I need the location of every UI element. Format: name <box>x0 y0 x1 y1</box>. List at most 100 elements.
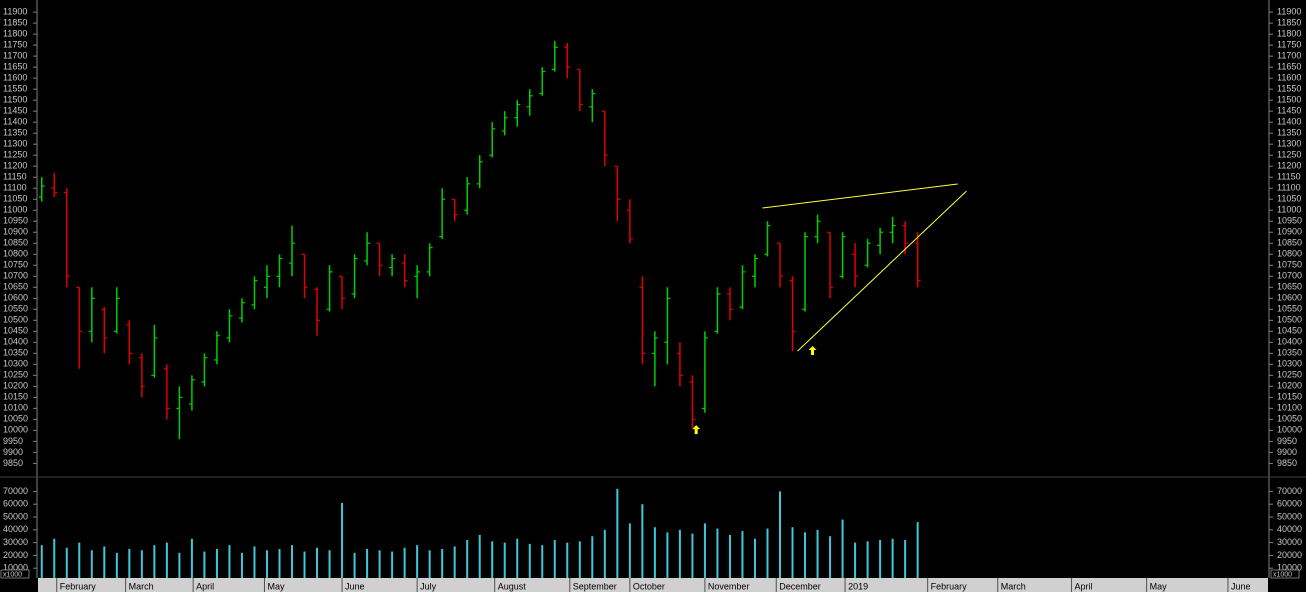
y-tick-label-right: 9900 <box>1277 447 1297 457</box>
volume-bar <box>115 552 118 581</box>
y-tick-label: 10850 <box>3 238 28 248</box>
volume-bar <box>779 491 782 581</box>
y-tick-label-right: 10050 <box>1277 414 1302 424</box>
y-tick-label-right: 11450 <box>1277 106 1301 116</box>
volume-bar <box>516 538 519 581</box>
volume-bar <box>240 552 243 581</box>
x-tick-label: May <box>1150 581 1168 591</box>
y-tick-label: 60000 <box>3 499 28 509</box>
y-tick-label-right: 11050 <box>1277 194 1301 204</box>
y-tick-label: 10200 <box>3 381 28 391</box>
y-tick-label: 11450 <box>3 106 27 116</box>
y-tick-label: 10700 <box>3 271 28 281</box>
volume-bar <box>428 550 431 581</box>
y-tick-label-right: 10750 <box>1277 260 1302 270</box>
volume-bar <box>866 541 869 581</box>
y-tick-label: 9900 <box>3 447 23 457</box>
y-tick-label: 10250 <box>3 370 28 380</box>
y-tick-label-right: 10900 <box>1277 227 1302 237</box>
volume-bar <box>904 540 907 581</box>
volume-bar <box>53 538 56 581</box>
x-tick-label: December <box>779 581 821 591</box>
y-tick-label: 11900 <box>3 6 27 16</box>
volume-bar <box>503 542 506 581</box>
volume-bar <box>228 545 231 581</box>
y-tick-label-right: 10850 <box>1277 238 1302 248</box>
y-tick-label: 30000 <box>3 537 28 547</box>
y-tick-label-right: 10450 <box>1277 326 1302 336</box>
y-tick-label: 10100 <box>3 403 28 413</box>
x-tick-label: April <box>1075 581 1093 591</box>
y-tick-label-right: 30000 <box>1277 537 1302 547</box>
y-tick-label-right: 11400 <box>1277 117 1301 127</box>
volume-bar <box>491 541 494 581</box>
x-tick-label: June <box>1231 581 1251 591</box>
y-tick-label: 11550 <box>3 84 27 94</box>
y-tick-label-right: 11250 <box>1277 150 1301 160</box>
volume-bar <box>453 546 456 581</box>
y-tick-label: 10950 <box>3 216 28 226</box>
x-tick-label: February <box>60 581 97 591</box>
volume-bar <box>641 504 644 581</box>
volume-bar <box>278 549 281 581</box>
volume-bar <box>578 541 581 581</box>
y-tick-label-right: 11550 <box>1277 84 1301 94</box>
y-tick-label: 10000 <box>3 425 28 435</box>
arrow-marker <box>808 346 817 356</box>
y-tick-label-right: 11200 <box>1277 161 1301 171</box>
x-tick-label: August <box>498 581 527 591</box>
y-tick-label-right: 11500 <box>1277 95 1301 105</box>
x-tick-label: March <box>129 581 154 591</box>
y-tick-label-right: 10800 <box>1277 249 1302 259</box>
y-tick-label: 50000 <box>3 511 28 521</box>
volume-bar <box>553 540 556 581</box>
y-tick-label: 11000 <box>3 205 27 215</box>
volume-bar <box>816 529 819 581</box>
y-tick-label: 10800 <box>3 249 28 259</box>
y-tick-label-right: 20000 <box>1277 550 1302 560</box>
x-tick-label: March <box>1001 581 1026 591</box>
y-tick-label: 10550 <box>3 304 28 314</box>
volume-unit-label: x1000 <box>1273 571 1292 578</box>
volume-bar <box>391 551 394 581</box>
x-tick-label: May <box>267 581 285 591</box>
volume-bar <box>528 543 531 581</box>
volume-bar <box>666 532 669 581</box>
volume-bar <box>804 532 807 581</box>
y-tick-label-right: 10500 <box>1277 315 1302 325</box>
volume-bar <box>841 519 844 581</box>
volume-bar <box>791 527 794 581</box>
volume-bar <box>603 529 606 581</box>
y-tick-label: 10900 <box>3 227 28 237</box>
y-tick-label-right: 11100 <box>1277 183 1301 193</box>
volume-bar <box>879 540 882 581</box>
y-tick-label-right: 10400 <box>1277 337 1302 347</box>
y-tick-label-right: 10000 <box>1277 563 1302 573</box>
y-tick-label: 40000 <box>3 524 28 534</box>
y-tick-label: 10450 <box>3 326 28 336</box>
y-tick-label: 10350 <box>3 348 28 358</box>
volume-bar <box>366 549 369 581</box>
volume-unit-label: x1000 <box>3 571 22 578</box>
x-tick-label: October <box>633 581 665 591</box>
y-tick-label: 11750 <box>3 40 27 50</box>
volume-bar <box>403 547 406 581</box>
volume-bar <box>691 533 694 581</box>
volume-bar <box>291 545 294 581</box>
y-tick-label: 10000 <box>3 563 28 573</box>
volume-bar <box>103 546 106 581</box>
y-tick-label: 10650 <box>3 282 28 292</box>
volume-bar <box>728 534 731 581</box>
y-tick-label-right: 11350 <box>1277 128 1301 138</box>
y-tick-label-right: 10300 <box>1277 359 1302 369</box>
y-tick-label-right: 11800 <box>1277 28 1301 38</box>
volume-bar <box>653 527 656 581</box>
volume-bar <box>854 542 857 581</box>
y-tick-label: 11700 <box>3 51 27 61</box>
y-tick-label-right: 10550 <box>1277 304 1302 314</box>
y-tick-label-right: 10350 <box>1277 348 1302 358</box>
y-tick-label-right: 11150 <box>1277 172 1301 182</box>
y-tick-label-right: 9950 <box>1277 436 1297 446</box>
x-tick-label: February <box>931 581 968 591</box>
